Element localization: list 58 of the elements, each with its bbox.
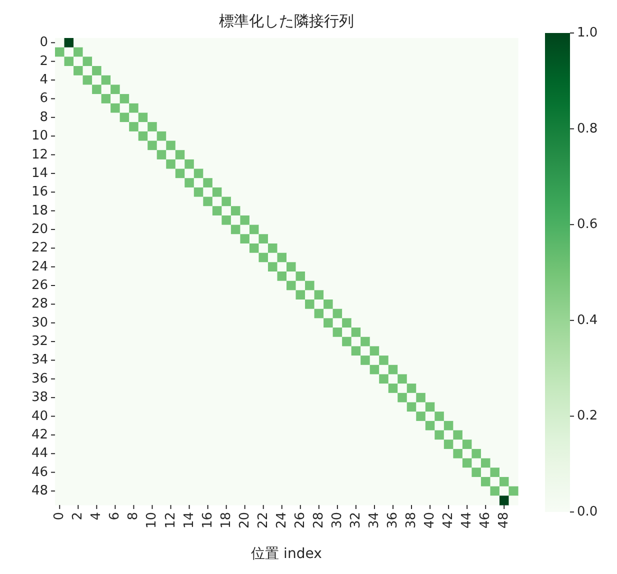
x-tick-label: 48 [496, 512, 512, 529]
x-tick-label: 28 [311, 512, 326, 529]
color-bar-label: 0.4 [577, 312, 598, 328]
y-tick-label: 42 [31, 427, 48, 442]
y-tick-label: 8 [40, 110, 48, 125]
y-tick-label: 34 [31, 352, 48, 368]
x-tick-label: 0 [52, 512, 68, 520]
x-axis-title: 位置 index [251, 546, 322, 562]
y-tick-label: 48 [31, 483, 48, 498]
y-tick-label: 46 [31, 464, 48, 480]
x-tick-label: 46 [478, 512, 494, 529]
x-tick-label: 10 [144, 512, 160, 529]
y-tick-label: 0 [40, 35, 48, 50]
x-tick-label: 12 [163, 512, 178, 529]
y-tick-label: 20 [31, 222, 48, 237]
x-tick-label: 22 [256, 512, 271, 529]
x-tick-label: 32 [348, 512, 364, 529]
x-tick-label: 42 [441, 512, 456, 529]
y-tick-label: 32 [31, 334, 48, 350]
color-bar-label: 0.0 [577, 504, 598, 520]
y-tick-label: 38 [31, 390, 48, 406]
x-tick-label: 40 [422, 512, 438, 529]
x-tick-label: 34 [366, 512, 382, 529]
y-tick-label: 44 [31, 446, 48, 462]
y-tick-label: 16 [31, 184, 48, 200]
color-bar-label: 1.0 [577, 26, 598, 40]
x-tick-label: 36 [385, 512, 400, 529]
x-tick-label: 26 [292, 512, 308, 529]
y-tick-label: 2 [40, 54, 48, 69]
y-tick-label: 30 [31, 315, 48, 330]
x-tick-label: 30 [330, 512, 345, 529]
y-tick-label: 12 [31, 147, 48, 162]
color-bar-label: 0.8 [577, 121, 598, 136]
x-tick-label: 20 [237, 512, 252, 529]
x-tick-label: 44 [460, 512, 475, 529]
x-tick-label: 2 [70, 512, 86, 520]
color-bar-label: 0.2 [577, 408, 598, 424]
x-tick-label: 18 [218, 512, 234, 529]
y-tick-label: 6 [40, 91, 48, 106]
x-tick-label: 4 [89, 512, 104, 520]
y-tick-label: 4 [40, 72, 48, 88]
y-tick-label: 36 [31, 371, 48, 386]
color-bar-label: 0.6 [577, 217, 598, 232]
x-tick-label: 16 [200, 512, 216, 529]
y-tick-label: 18 [31, 203, 48, 218]
y-tick-label: 10 [31, 128, 48, 144]
y-tick-label: 28 [31, 296, 48, 312]
x-tick-label: 14 [182, 512, 197, 529]
y-tick-label: 24 [31, 259, 48, 274]
x-tick-label: 8 [126, 512, 142, 520]
x-tick-label: 38 [404, 512, 420, 529]
y-tick-label: 40 [31, 408, 48, 424]
y-tick-label: 14 [31, 166, 48, 181]
chart-title: 標準化した隣接行列 [219, 12, 354, 30]
y-tick-label: 26 [31, 278, 48, 294]
x-tick-label: 6 [108, 512, 123, 520]
y-tick-label: 22 [31, 240, 48, 256]
x-tick-label: 24 [274, 512, 290, 529]
